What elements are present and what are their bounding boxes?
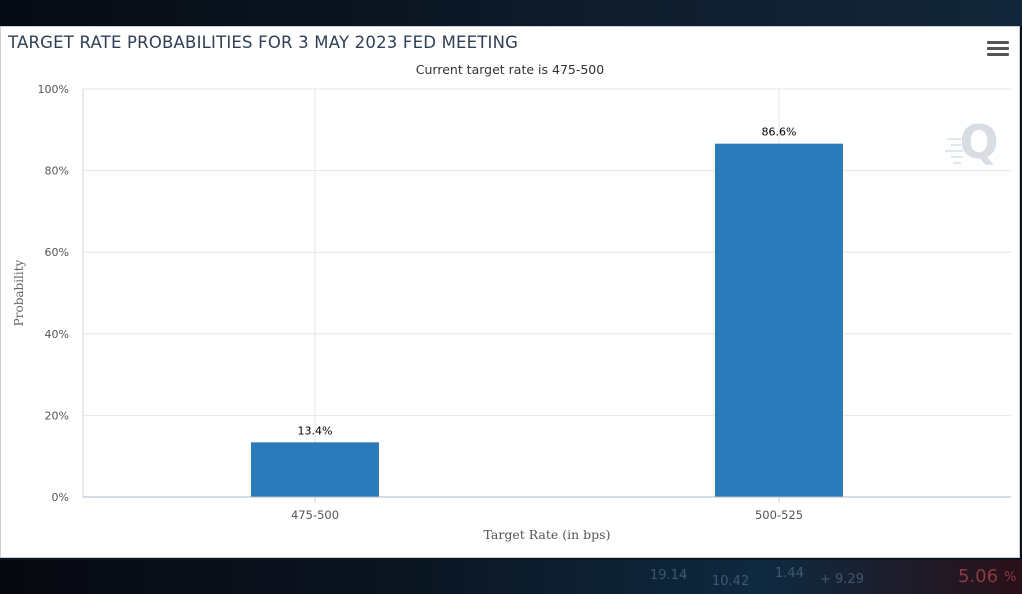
page-title: TARGET RATE PROBABILITIES FOR 3 MAY 2023… [8,33,519,52]
y-axis-title: Probability [12,259,26,326]
chart-subtitle: Current target rate is 475-500 [416,62,604,77]
y-tick-label: 20% [45,409,69,422]
y-tick-label: 80% [45,165,69,178]
bar [715,143,843,497]
bar-chart: Current target rate is 475-500 0% 20% 40% 60… [12,62,1011,542]
data-label: 86.6% [762,126,797,139]
chart-panel: TARGET RATE PROBABILITIES FOR 3 MAY 2023… [0,26,1020,558]
data-label: 13.4% [298,424,333,437]
background-ticker-value: + 9.29 [820,572,864,587]
background-ticker-value: 5.06 [958,566,999,587]
x-tick-label: 475-500 [291,508,339,522]
y-tick-label: 60% [45,246,69,259]
x-tick-label: 500-525 [755,508,803,522]
bar [251,442,379,497]
y-tick-label: 0% [52,491,69,504]
background-ticker-value: 1.44 [775,566,804,581]
hamburger-menu-icon[interactable] [987,41,1009,59]
background-ticker-value: % [1004,570,1017,585]
watermark-logo: Q [959,115,998,169]
y-tick-label: 100% [38,83,69,96]
background-ticker-value: 19.14 [650,568,688,583]
background-ticker-value: 10.42 [712,574,750,589]
background-top-strip [0,0,1022,26]
x-axis-title: Target Rate (in bps) [484,527,611,542]
y-tick-label: 40% [45,328,69,341]
background-bottom-strip: 19.14 10.42 + 9.29 1.44 5.06 % [0,560,1022,594]
